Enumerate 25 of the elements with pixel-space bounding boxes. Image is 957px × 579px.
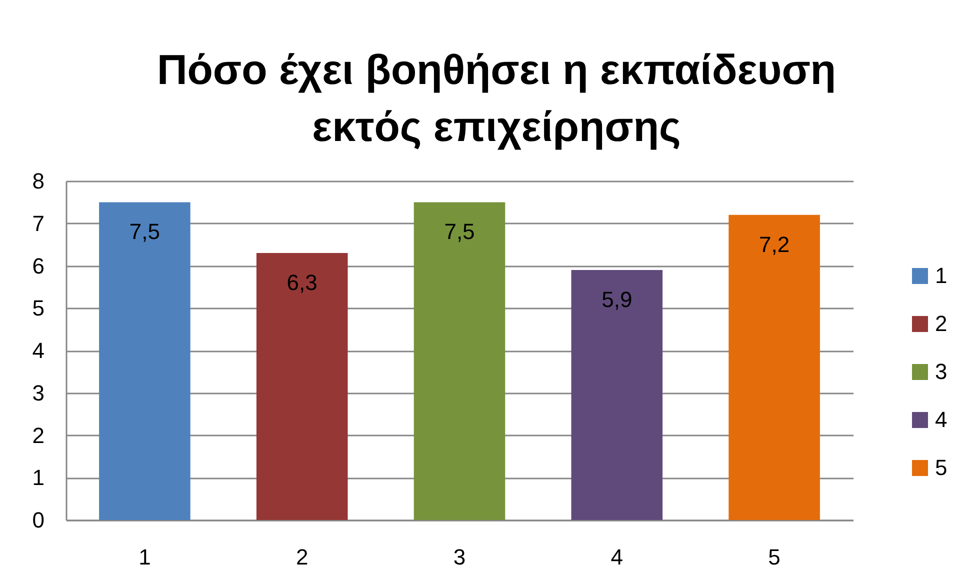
y-tick-label: 5 [32,296,44,321]
x-tick-label: 3 [453,544,466,570]
y-tick-label: 3 [32,380,44,406]
chart-title: Πόσο έχει βοηθήσει η εκπαίδευση εκτός επιχείρησης [156,46,836,150]
y-tick-label: 4 [32,338,44,363]
x-tick-label: 2 [296,544,308,570]
y-tick-label: 8 [32,168,44,194]
legend-label: 3 [935,359,948,384]
y-tick-label: 7 [32,210,44,236]
legend-label: 1 [935,263,948,288]
data-label: 7,2 [759,232,790,257]
x-tick-label: 1 [138,544,151,570]
x-tick-label: 5 [768,544,780,570]
data-label: 7,5 [444,219,475,244]
y-tick-label: 1 [32,465,44,490]
y-tick-label: 6 [32,253,44,278]
legend-label: 5 [935,455,948,480]
legend-label: 2 [935,311,948,336]
data-label: 7,5 [129,219,160,244]
x-tick-label: 4 [610,544,624,570]
data-label: 5,9 [602,286,632,312]
legend-label: 4 [935,407,948,432]
data-label: 6,3 [286,270,318,296]
y-tick-label: 0 [32,508,44,532]
y-tick-label: 2 [32,422,44,448]
